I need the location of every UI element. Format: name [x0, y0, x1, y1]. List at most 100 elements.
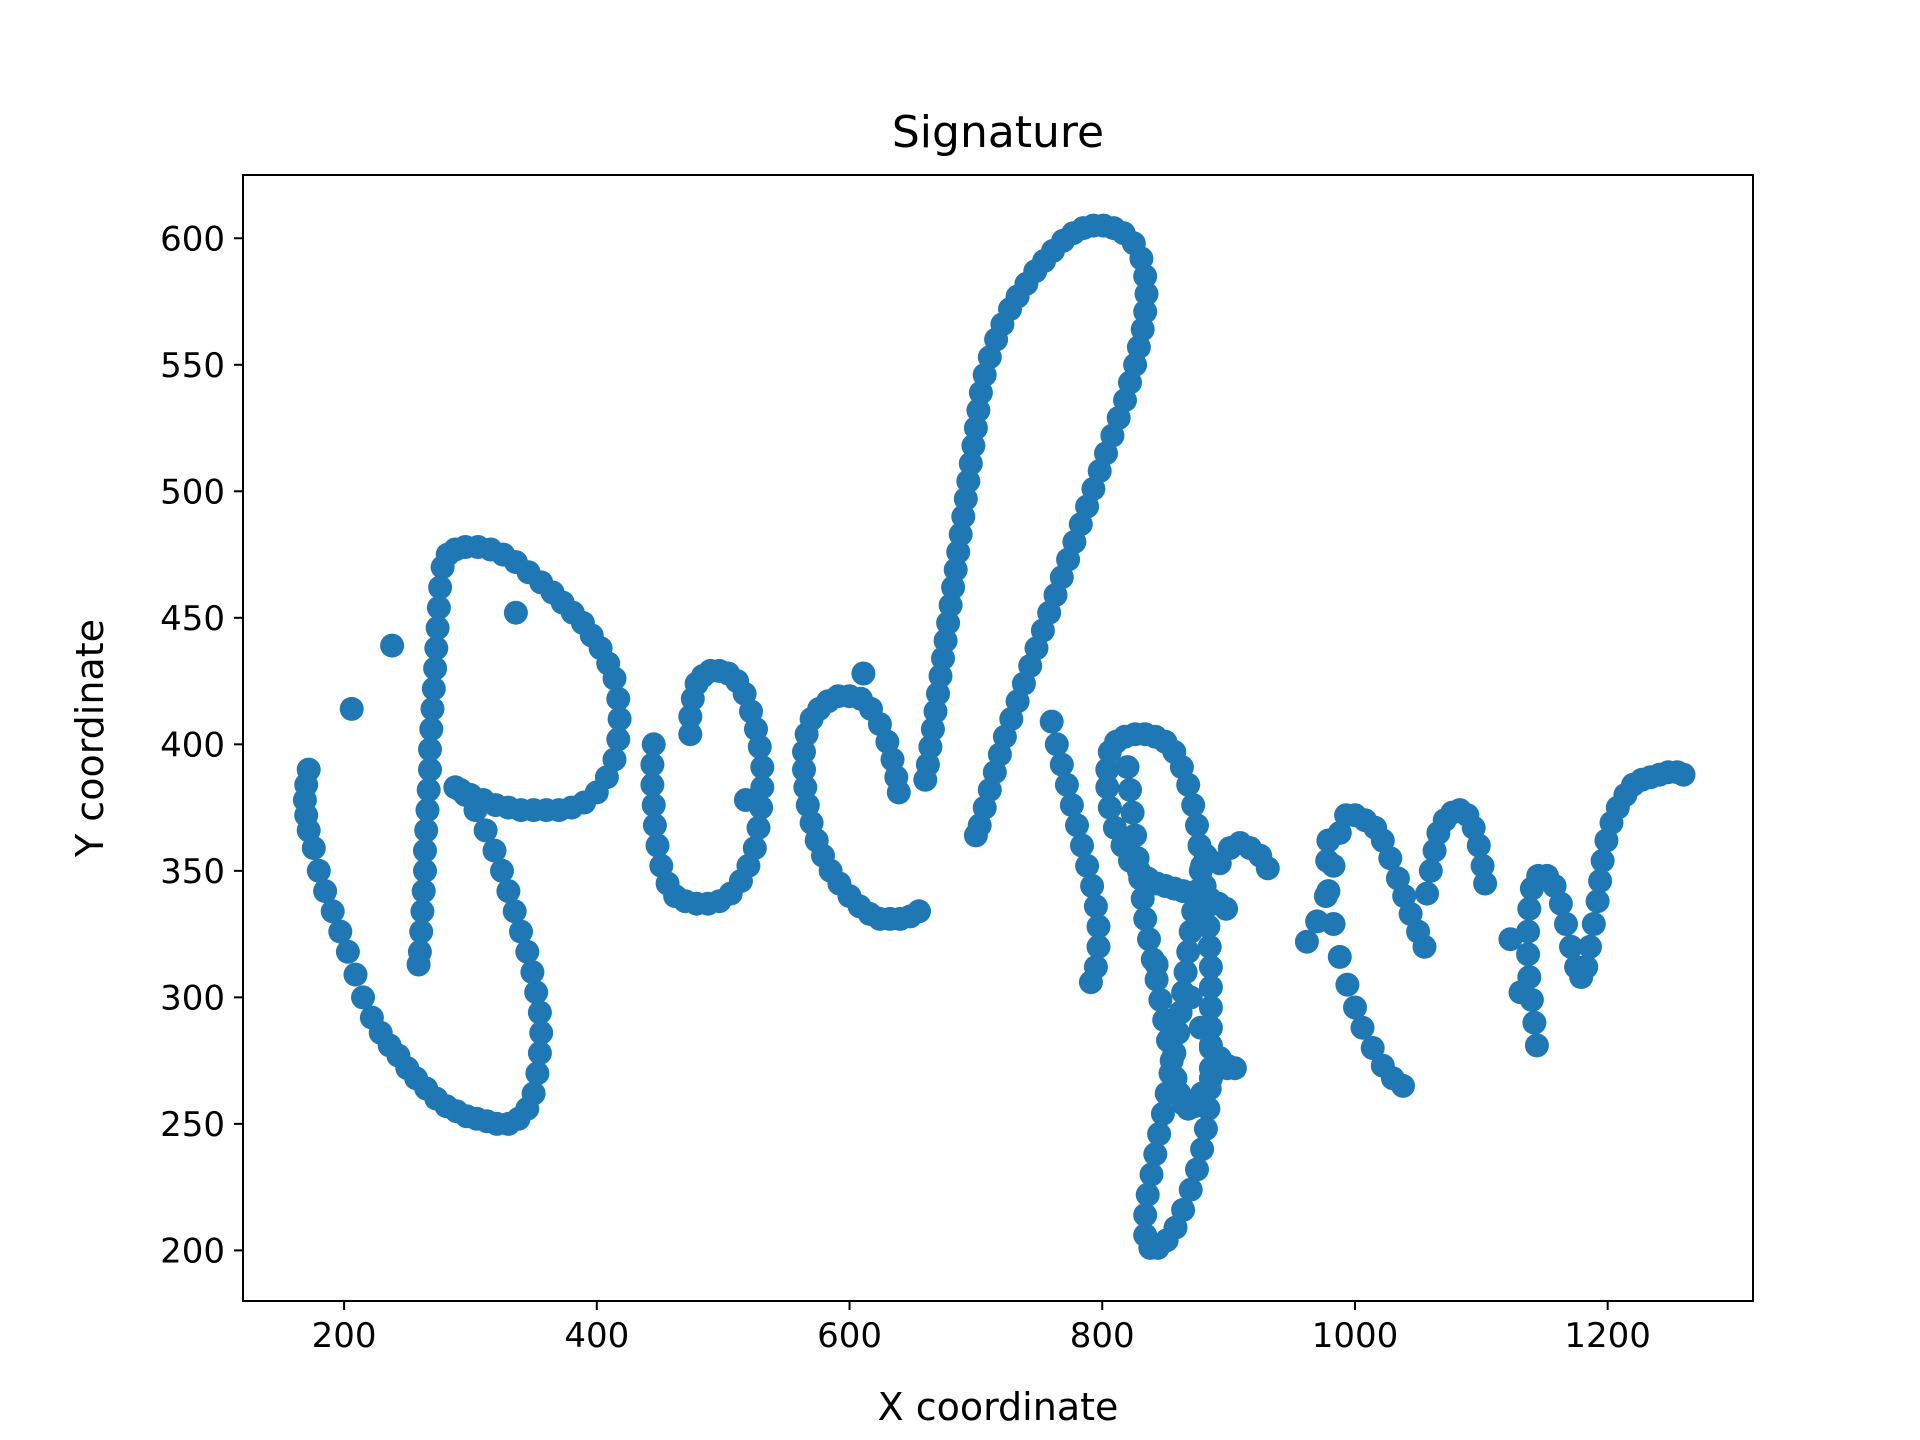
data-point [1083, 894, 1108, 919]
data-point [1335, 972, 1360, 997]
data-point [524, 980, 549, 1005]
data-point [502, 899, 527, 924]
y-tick-label: 250 [160, 1105, 225, 1145]
chart-title: Signature [892, 107, 1104, 158]
data-point [1070, 833, 1094, 858]
data-point [473, 818, 498, 843]
data-point [1188, 1015, 1213, 1040]
data-point [1470, 853, 1495, 878]
data-point [1517, 896, 1542, 921]
data-point [1508, 980, 1533, 1005]
data-point [418, 737, 442, 762]
data-point [1086, 914, 1111, 939]
data-point [793, 775, 818, 800]
data-point [1554, 912, 1578, 936]
data-point [425, 615, 450, 640]
data-point [943, 557, 968, 582]
data-point [1473, 871, 1498, 896]
data-point [306, 858, 331, 883]
data-point [1078, 970, 1103, 995]
data-point [963, 823, 988, 848]
data-point [1133, 1223, 1158, 1248]
data-point [886, 780, 911, 805]
data-point [1215, 1056, 1240, 1081]
data-point [733, 788, 758, 812]
data-point [958, 451, 983, 476]
data-point [928, 664, 953, 688]
data-point [961, 433, 986, 458]
data-point [1190, 1137, 1215, 1162]
data-point [1059, 793, 1084, 818]
x-tick-label: 1000 [1312, 1316, 1399, 1356]
data-point [1522, 1010, 1547, 1035]
data-point [1578, 934, 1602, 959]
data-point [1370, 1053, 1395, 1078]
data-point [525, 1061, 550, 1086]
data-point [1588, 869, 1613, 893]
y-tick-label: 550 [160, 346, 225, 386]
data-point [1125, 846, 1150, 871]
data-point [1498, 927, 1523, 952]
data-point [1143, 1142, 1168, 1167]
data-point [742, 836, 767, 861]
y-tick-label: 450 [160, 599, 225, 639]
data-point [1412, 934, 1437, 959]
data-point [301, 836, 326, 861]
data-point [1176, 772, 1201, 797]
data-point [1176, 939, 1201, 964]
data-point [933, 628, 958, 653]
data-point [1054, 772, 1079, 797]
data-point [606, 686, 631, 711]
data-point [490, 858, 514, 883]
data-point [1118, 777, 1142, 802]
data-point [956, 469, 981, 494]
y-tick-label: 400 [160, 725, 225, 765]
data-point [1178, 1177, 1203, 1202]
data-point [421, 676, 446, 701]
data-point [1185, 879, 1209, 904]
data-point [380, 633, 405, 658]
data-point [795, 793, 820, 818]
data-point [641, 793, 666, 818]
data-point [1181, 793, 1206, 818]
data-point [515, 939, 540, 964]
data-point [416, 777, 441, 802]
data-point [918, 734, 943, 759]
data-point [1671, 762, 1696, 787]
data-point [1128, 866, 1153, 891]
data-point [503, 600, 528, 625]
data-point [520, 960, 545, 985]
data-point [424, 636, 449, 661]
y-axis-label: Y coordinate [68, 619, 112, 858]
data-point [953, 486, 978, 511]
data-point [1102, 815, 1127, 840]
data-point [640, 772, 665, 797]
data-point [1135, 1182, 1160, 1207]
data-point [1185, 813, 1209, 838]
data-point [1095, 757, 1120, 782]
x-axis-ticks: 200 400 600 800 1000 1200 [312, 1301, 1651, 1356]
data-point [430, 555, 455, 580]
x-tick-label: 1200 [1564, 1316, 1651, 1356]
data-point [1581, 912, 1606, 936]
data-point [529, 1020, 554, 1045]
data-point [1152, 1008, 1177, 1033]
data-point [1173, 960, 1198, 985]
x-tick-label: 400 [564, 1316, 629, 1356]
data-point [948, 522, 973, 547]
data-point [409, 919, 434, 944]
data-point [1133, 299, 1158, 324]
data-point [606, 727, 631, 752]
data-point [351, 985, 375, 1010]
data-point [1133, 906, 1158, 931]
data-point [951, 504, 976, 529]
data-point [1147, 1122, 1172, 1146]
data-point [509, 919, 533, 944]
data-point [926, 681, 950, 706]
data-point [1139, 1162, 1164, 1187]
data-point [1327, 944, 1352, 969]
data-point [1140, 947, 1165, 972]
y-tick-label: 600 [160, 219, 225, 259]
data-point [750, 775, 775, 800]
